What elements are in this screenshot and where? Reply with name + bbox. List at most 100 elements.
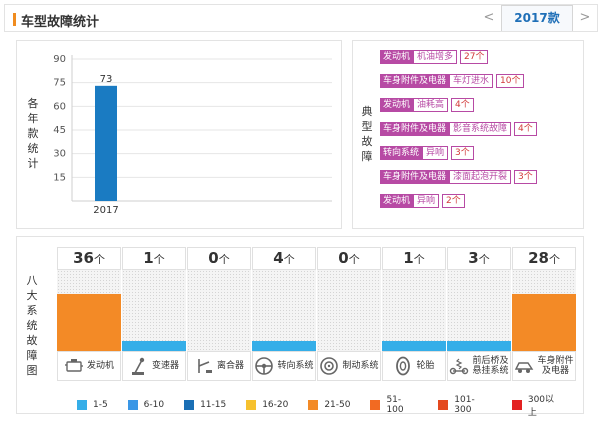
system-name-label: 发动机 xyxy=(86,361,114,371)
system-column[interactable]: 0个 离合器 xyxy=(187,247,252,381)
fault-symptom-tag[interactable]: 漆面起泡开裂 xyxy=(449,170,512,184)
system-label-footer[interactable]: 制动系统 xyxy=(317,351,381,381)
fault-tag-row[interactable]: 发动机 机油增多 27个 xyxy=(380,50,537,64)
legend-label: 300以上 xyxy=(527,395,555,418)
fault-count-badge: 2个 xyxy=(442,194,465,208)
fault-tag-row[interactable]: 车身附件及电器 影音系统故障 4个 xyxy=(380,122,537,136)
fault-system-tag[interactable]: 发动机 xyxy=(380,194,414,208)
fault-count-badge: 3个 xyxy=(451,146,474,160)
bar-2017 xyxy=(95,85,117,201)
fault-system-tag[interactable]: 发动机 xyxy=(380,98,414,112)
legend-swatch xyxy=(511,400,522,410)
fault-tag-list: 发动机 机油增多 27个 车身附件及电器 车灯进水 10个 发动机 油耗高 4个 车身附件及电器影… xyxy=(380,50,537,218)
tire-icon xyxy=(396,356,411,376)
system-level-area xyxy=(382,270,446,351)
system-level-fill xyxy=(447,341,511,351)
y-tick-label: 60 xyxy=(53,101,66,112)
system-count-value: 28 xyxy=(528,249,549,267)
system-level-fill xyxy=(252,341,316,351)
system-column[interactable]: 4个 转向系统 xyxy=(252,247,317,381)
system-count-unit: 个 xyxy=(153,253,165,266)
system-column[interactable]: 0个制动系统 xyxy=(317,247,382,381)
system-count-value: 0 xyxy=(208,249,219,267)
fault-symptom-tag[interactable]: 车灯进水 xyxy=(449,74,494,88)
system-name-label: 车身附件 及电器 xyxy=(537,356,574,376)
eight-systems-panel: 八大系统故障图 36个 发动机 1个 变速器 0个 离合器 4个 转向系统 0个 制动系统 1个 轮胎… xyxy=(16,236,584,418)
system-level-area xyxy=(57,270,121,351)
system-count-unit: 个 xyxy=(413,253,425,266)
fault-system-tag[interactable]: 发动机 xyxy=(380,50,414,64)
system-label-footer[interactable]: 变速器 xyxy=(122,351,186,381)
legend-item: 11-15 xyxy=(184,400,226,410)
fault-tag-row[interactable]: 发动机 异响 2个 xyxy=(380,194,537,208)
legend-item: 6-10 xyxy=(127,400,165,410)
system-count-header: 36个 xyxy=(57,247,121,270)
legend-label: 21-50 xyxy=(324,400,351,410)
fault-count-badge: 27个 xyxy=(460,50,489,64)
brake-icon xyxy=(320,357,339,375)
system-count-header: 3个 xyxy=(447,247,511,270)
fault-count-badge: 4个 xyxy=(451,98,474,112)
section-header: 车型故障统计 < 2017款 > xyxy=(4,4,598,32)
fault-tag-row[interactable]: 车身附件及电器 漆面起泡开裂 3个 xyxy=(380,170,537,184)
typical-faults-panel: 典型故障 发动机 机油增多 27个 车身附件及电器 车灯进水 10个 发动机 油耗高 4个 车身附… xyxy=(352,40,584,229)
system-label-footer[interactable]: 前后桥及 悬挂系统 xyxy=(447,351,511,381)
system-count-header: 28个 xyxy=(512,247,576,270)
legend-label: 6-10 xyxy=(143,400,165,410)
steering-icon xyxy=(255,357,274,375)
system-column[interactable]: 28个车身附件 及电器 xyxy=(512,247,577,381)
x-tick-label: 2017 xyxy=(93,205,118,216)
fault-system-tag[interactable]: 车身附件及电器 xyxy=(380,170,450,184)
typical-faults-vertical-label: 典型故障 xyxy=(361,105,373,163)
year-stats-vertical-label: 各年款统计 xyxy=(27,97,39,170)
next-year-button[interactable]: > xyxy=(579,10,591,25)
system-column[interactable]: 36个发动机 xyxy=(57,247,122,381)
system-column[interactable]: 1个轮胎 xyxy=(382,247,447,381)
legend-swatch xyxy=(370,400,381,410)
system-level-fill xyxy=(382,341,446,351)
fault-system-tag[interactable]: 转向系统 xyxy=(380,146,423,160)
fault-count-badge: 10个 xyxy=(496,74,525,88)
clutch-icon xyxy=(198,359,212,373)
fault-tag-row[interactable]: 车身附件及电器 车灯进水 10个 xyxy=(380,74,537,88)
fault-symptom-tag[interactable]: 异响 xyxy=(413,194,440,208)
system-label-footer[interactable]: 轮胎 xyxy=(382,351,446,381)
system-count-value: 36 xyxy=(73,249,94,267)
system-label-footer[interactable]: 车身附件 及电器 xyxy=(512,351,576,381)
system-name-label: 转向系统 xyxy=(277,361,314,371)
legend-swatch xyxy=(438,400,449,410)
fault-tag-row[interactable]: 转向系统 异响 3个 xyxy=(380,146,537,160)
eight-systems-vertical-label: 八大系统故障图 xyxy=(26,274,38,377)
legend-item: 1-5 xyxy=(77,400,108,410)
legend-swatch xyxy=(308,400,319,410)
title-accent-bar xyxy=(13,13,16,26)
system-count-value: 3 xyxy=(468,249,479,267)
fault-system-tag[interactable]: 车身附件及电器 xyxy=(380,74,450,88)
system-level-area xyxy=(512,270,576,351)
system-count-value: 1 xyxy=(403,249,414,267)
bar-data-label: 73 xyxy=(100,74,113,85)
legend-item: 101-300 xyxy=(438,395,492,415)
system-column[interactable]: 3个前后桥及 悬挂系统 xyxy=(447,247,512,381)
system-count-header: 0个 xyxy=(317,247,381,270)
system-label-footer[interactable]: 转向系统 xyxy=(252,351,316,381)
system-label-footer[interactable]: 发动机 xyxy=(57,351,121,381)
fault-symptom-tag[interactable]: 异响 xyxy=(422,146,449,160)
system-count-unit: 个 xyxy=(478,253,490,266)
fault-symptom-tag[interactable]: 油耗高 xyxy=(413,98,449,112)
body-electric-icon xyxy=(515,362,534,373)
prev-year-button[interactable]: < xyxy=(483,10,495,25)
fault-tag-row[interactable]: 发动机 油耗高 4个 xyxy=(380,98,537,112)
system-label-footer[interactable]: 离合器 xyxy=(187,351,251,381)
fault-symptom-tag[interactable]: 机油增多 xyxy=(413,50,458,64)
y-tick-label: 45 xyxy=(53,125,66,136)
system-name-label: 轮胎 xyxy=(416,361,435,371)
year-stats-panel: 各年款统计 15 30 45 60 75 90 73 2017 xyxy=(16,40,342,229)
year-tab-active[interactable]: 2017款 xyxy=(501,5,573,31)
system-column[interactable]: 1个 变速器 xyxy=(122,247,187,381)
legend-label: 51-100 xyxy=(386,395,404,415)
fault-system-tag[interactable]: 车身附件及电器 xyxy=(380,122,450,136)
legend-item: 21-50 xyxy=(308,400,350,410)
year-switcher: < 2017款 > xyxy=(477,5,597,31)
fault-symptom-tag[interactable]: 影音系统故障 xyxy=(449,122,512,136)
